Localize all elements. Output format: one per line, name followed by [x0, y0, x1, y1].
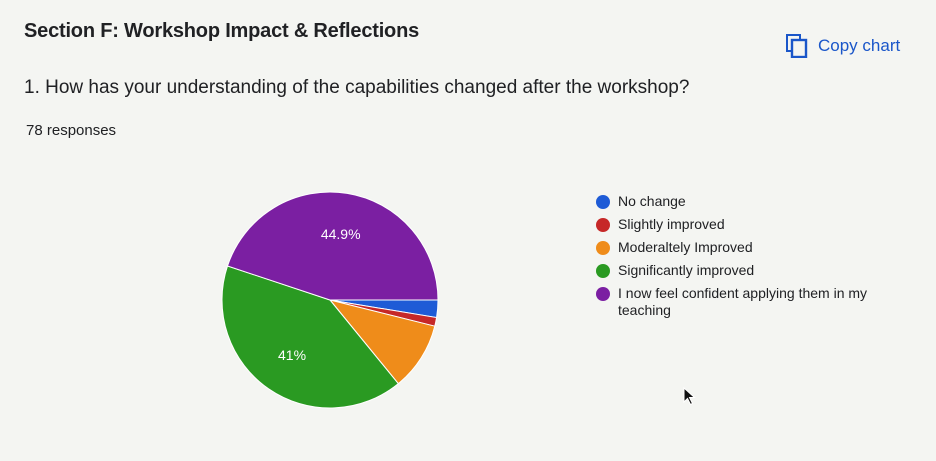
copy-chart-button[interactable]: Copy chart: [786, 34, 900, 58]
legend-label: Moderaltely Improved: [618, 239, 753, 255]
legend-item: Moderaltely Improved: [596, 239, 886, 256]
question-title: 1. How has your understanding of the cap…: [24, 77, 690, 98]
legend-color-dot: [596, 264, 610, 278]
legend-label: I now feel confident applying them in my…: [618, 285, 868, 318]
copy-icon: [786, 34, 808, 58]
mouse-cursor-icon: [683, 386, 696, 406]
legend-color-dot: [596, 241, 610, 255]
legend-item: Slightly improved: [596, 216, 886, 233]
legend-label: Significantly improved: [618, 262, 755, 278]
legend-item: No change: [596, 193, 886, 210]
response-count: 78 responses: [26, 122, 117, 139]
pie-slice-label: 41%: [278, 347, 306, 363]
legend-color-dot: [596, 195, 610, 209]
pie-slice[interactable]: [226, 191, 439, 301]
legend-color-dot: [596, 218, 610, 232]
legend-item: Significantly improved: [596, 262, 886, 279]
pie-slice-label: 44.9%: [321, 226, 361, 242]
section-title: Section F: Workshop Impact & Reflections: [24, 20, 420, 42]
legend-color-dot: [596, 287, 610, 301]
copy-chart-label: Copy chart: [818, 36, 901, 55]
legend-item: I now feel confident applying them in my…: [596, 285, 886, 319]
legend-label: Slightly improved: [618, 216, 725, 232]
pie-chart: 41% 44.9%: [210, 180, 450, 420]
chart-legend: No change Slightly improved Moderaltely Im…: [596, 193, 886, 325]
legend-label: No change: [618, 193, 686, 209]
pie-chart-svg: 41% 44.9%: [221, 191, 439, 409]
pie-slice[interactable]: [221, 265, 400, 409]
